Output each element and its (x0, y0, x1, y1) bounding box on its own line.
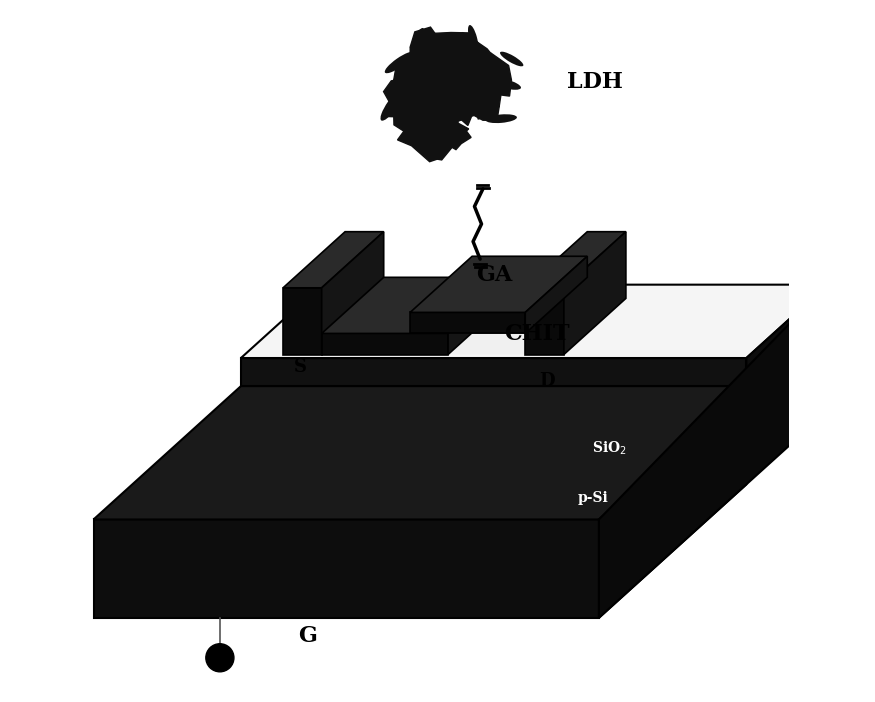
Polygon shape (453, 67, 480, 94)
Polygon shape (410, 256, 587, 312)
Polygon shape (448, 74, 493, 126)
Text: GA: GA (476, 264, 513, 286)
Ellipse shape (500, 52, 523, 66)
Polygon shape (437, 33, 483, 86)
Polygon shape (410, 27, 464, 87)
Ellipse shape (381, 88, 404, 121)
Polygon shape (283, 232, 384, 288)
Text: LDH: LDH (567, 71, 623, 93)
Polygon shape (437, 78, 473, 109)
Polygon shape (241, 285, 828, 358)
Polygon shape (430, 99, 458, 124)
Polygon shape (471, 83, 502, 121)
Ellipse shape (385, 52, 414, 73)
Ellipse shape (468, 25, 478, 51)
Polygon shape (473, 92, 500, 119)
Polygon shape (480, 53, 512, 96)
Polygon shape (440, 122, 471, 150)
Polygon shape (322, 333, 448, 355)
Polygon shape (408, 81, 433, 122)
Polygon shape (322, 294, 569, 333)
Polygon shape (429, 32, 471, 75)
Ellipse shape (410, 28, 424, 55)
Polygon shape (94, 386, 746, 519)
Polygon shape (446, 74, 471, 105)
Polygon shape (427, 34, 456, 55)
Polygon shape (599, 386, 746, 618)
Ellipse shape (486, 114, 517, 123)
Polygon shape (408, 79, 448, 138)
Polygon shape (241, 358, 746, 386)
Polygon shape (421, 79, 459, 121)
Text: G: G (298, 625, 317, 647)
Polygon shape (438, 68, 466, 96)
Polygon shape (395, 85, 428, 117)
Polygon shape (434, 67, 493, 124)
Polygon shape (413, 42, 459, 81)
Polygon shape (746, 285, 828, 386)
Polygon shape (397, 70, 418, 97)
Circle shape (206, 644, 234, 672)
Ellipse shape (434, 129, 442, 157)
Polygon shape (443, 39, 499, 88)
Polygon shape (408, 65, 458, 101)
Polygon shape (599, 285, 828, 618)
Text: CHIT: CHIT (504, 324, 570, 345)
Polygon shape (441, 69, 485, 114)
Polygon shape (397, 95, 426, 131)
Polygon shape (94, 519, 599, 618)
Text: S: S (294, 358, 306, 376)
Polygon shape (431, 70, 473, 110)
Polygon shape (525, 256, 587, 333)
Text: D: D (539, 372, 555, 390)
Polygon shape (433, 93, 459, 128)
Polygon shape (400, 68, 454, 128)
Polygon shape (322, 232, 384, 355)
Ellipse shape (488, 77, 521, 90)
Polygon shape (435, 79, 470, 102)
Polygon shape (329, 298, 598, 355)
Polygon shape (397, 111, 452, 161)
Polygon shape (525, 232, 626, 288)
Polygon shape (322, 277, 510, 333)
Polygon shape (394, 94, 426, 133)
Polygon shape (412, 103, 469, 160)
Text: p-Si: p-Si (578, 491, 609, 505)
Polygon shape (564, 232, 626, 355)
Polygon shape (448, 277, 510, 355)
Polygon shape (410, 312, 525, 333)
Polygon shape (525, 288, 564, 355)
Text: SiO$_2$: SiO$_2$ (592, 439, 626, 457)
Polygon shape (389, 55, 441, 98)
Polygon shape (283, 288, 322, 355)
Polygon shape (382, 79, 431, 128)
Polygon shape (426, 52, 473, 98)
